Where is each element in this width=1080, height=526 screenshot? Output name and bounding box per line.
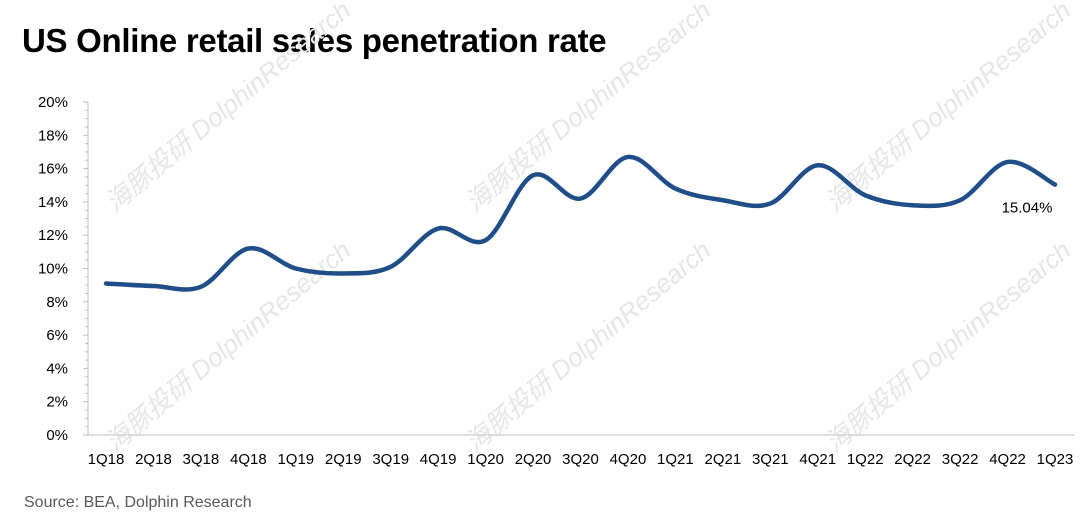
x-tick-label: 4Q22 xyxy=(989,451,1026,468)
series-line xyxy=(103,154,1058,292)
watermark: 海豚投研 DolphinResearch xyxy=(459,235,716,458)
watermark: 海豚投研 DolphinResearch xyxy=(819,235,1076,458)
y-tick-label: 6% xyxy=(46,327,68,344)
watermark-text: 海豚投研 DolphinResearch xyxy=(819,235,1076,458)
y-tick-label: 2% xyxy=(46,394,68,411)
x-tick-label: 2Q22 xyxy=(894,451,931,468)
y-tick-label: 16% xyxy=(38,161,68,178)
watermark: 海豚投研 DolphinResearch xyxy=(99,0,356,217)
watermark: 海豚投研 DolphinResearch xyxy=(819,0,1076,217)
x-tick-label: 3Q19 xyxy=(372,451,409,468)
y-tick-label: 8% xyxy=(46,294,68,311)
x-tick-label: 4Q18 xyxy=(230,451,267,468)
watermark-text: 海豚投研 DolphinResearch xyxy=(819,0,1076,217)
x-tick-label: 1Q19 xyxy=(277,451,314,468)
y-tick-label: 20% xyxy=(38,94,68,111)
y-tick-label: 12% xyxy=(38,227,68,244)
y-tick-label: 4% xyxy=(46,360,68,377)
watermark: 海豚投研 DolphinResearch xyxy=(99,235,356,458)
x-tick-label: 2Q19 xyxy=(325,451,362,468)
y-tick-label: 10% xyxy=(38,261,68,278)
x-tick-label: 1Q20 xyxy=(467,451,504,468)
x-tick-label: 1Q18 xyxy=(88,451,125,468)
x-tick-label: 1Q21 xyxy=(657,451,694,468)
x-tick-label: 4Q20 xyxy=(610,451,647,468)
x-tick-label: 4Q21 xyxy=(799,451,836,468)
source-note: Source: BEA, Dolphin Research xyxy=(24,494,252,511)
watermark-text: 海豚投研 DolphinResearch xyxy=(459,0,716,217)
x-tick-label: 3Q22 xyxy=(942,451,979,468)
x-tick-label: 2Q20 xyxy=(515,451,552,468)
x-tick-label: 2Q21 xyxy=(704,451,741,468)
x-tick-label: 3Q21 xyxy=(752,451,789,468)
watermark-text: 海豚投研 DolphinResearch xyxy=(99,235,356,458)
x-tick-label: 3Q20 xyxy=(562,451,599,468)
y-tick-label: 0% xyxy=(46,427,68,444)
y-tick-label: 14% xyxy=(38,194,68,211)
x-tick-label: 1Q23 xyxy=(1037,451,1074,468)
x-tick-label: 2Q18 xyxy=(135,451,172,468)
data-label: 15.04% xyxy=(1002,200,1053,217)
watermark: 海豚投研 DolphinResearch xyxy=(459,0,716,217)
x-tick-label: 1Q22 xyxy=(847,451,884,468)
watermark-text: 海豚投研 DolphinResearch xyxy=(99,0,356,217)
y-tick-label: 18% xyxy=(38,127,68,144)
x-tick-label: 3Q18 xyxy=(183,451,220,468)
x-tick-label: 4Q19 xyxy=(420,451,457,468)
chart-title: US Online retail sales penetration rate xyxy=(22,22,607,59)
watermark-text: 海豚投研 DolphinResearch xyxy=(459,235,716,458)
